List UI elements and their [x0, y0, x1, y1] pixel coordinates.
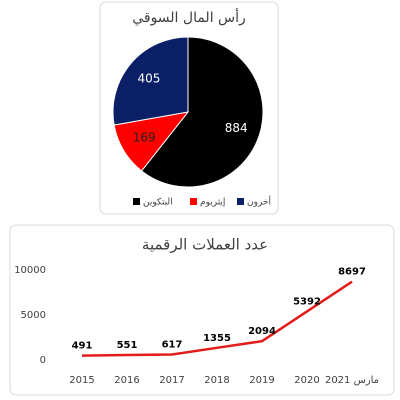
- data-label: 617: [162, 339, 183, 350]
- data-label: 169: [133, 131, 156, 145]
- legend-swatch: [190, 198, 197, 205]
- legend-swatch: [237, 198, 244, 205]
- x-tick-label: 2015: [69, 375, 94, 386]
- x-tick-label: 2018: [204, 375, 229, 386]
- y-tick-label: 5000: [21, 310, 46, 321]
- x-tick-label: 2019: [249, 375, 274, 386]
- y-tick-label: 0: [40, 355, 46, 366]
- pie-slice: [112, 36, 189, 126]
- pie-slice: [140, 36, 264, 188]
- data-label: 551: [117, 340, 138, 351]
- legend-label: إيثريوم: [200, 198, 225, 208]
- legend-label: البتكوين: [143, 198, 173, 208]
- legend-swatch: [133, 198, 140, 205]
- chart-title: رأس المال السوقي: [132, 8, 246, 26]
- data-label: 8697: [338, 267, 366, 278]
- data-label: 491: [72, 341, 93, 352]
- data-label: 5392: [293, 296, 321, 307]
- data-label: 1355: [203, 333, 231, 344]
- x-tick-label: 2020: [294, 375, 319, 386]
- data-label: 2094: [248, 326, 276, 337]
- line-panel: [9, 224, 395, 396]
- legend-label: أخرون: [247, 196, 271, 208]
- x-tick-label: مارس 2021: [325, 375, 379, 386]
- x-tick-label: 2016: [114, 375, 139, 386]
- y-tick-label: 10000: [14, 265, 46, 276]
- data-label: 405: [137, 72, 160, 86]
- data-label: 884: [225, 121, 248, 135]
- chart-title: عدد العملات الرقمية: [142, 236, 268, 254]
- line-series: [81, 280, 353, 357]
- x-tick-label: 2017: [159, 375, 184, 386]
